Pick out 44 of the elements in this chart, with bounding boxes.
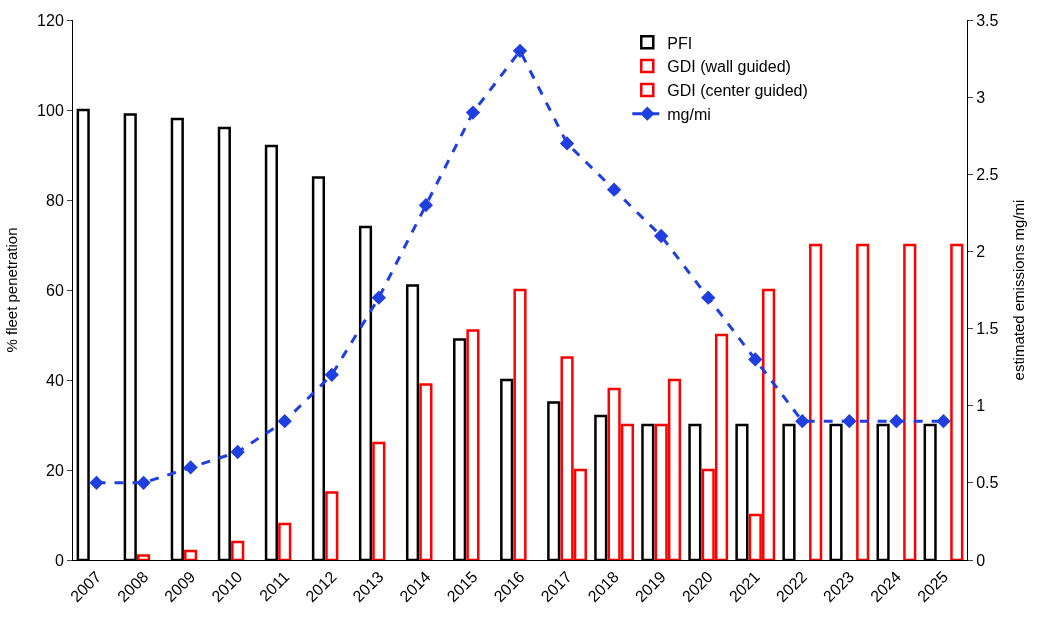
point bbox=[701, 290, 716, 305]
point bbox=[512, 43, 528, 59]
point bbox=[936, 413, 951, 429]
y2-tick-label: 1.5 bbox=[976, 320, 999, 338]
y2-tick-label: 0.5 bbox=[976, 474, 999, 492]
legend-label: mg/mi bbox=[667, 105, 711, 123]
y-tick-label: 20 bbox=[46, 461, 64, 479]
y2-axis-title: estimated emissions mg/mi bbox=[1009, 199, 1027, 381]
point bbox=[89, 475, 104, 491]
point bbox=[371, 290, 386, 305]
point bbox=[277, 413, 292, 429]
y-tick-label: 120 bbox=[37, 11, 64, 29]
point bbox=[654, 228, 669, 244]
y-tick-label: 80 bbox=[46, 191, 64, 209]
y2-tick-label: 2 bbox=[976, 243, 986, 261]
y-tick-label: 100 bbox=[37, 101, 64, 119]
bar bbox=[856, 243, 870, 560]
y2-tick-label: 3.5 bbox=[976, 11, 999, 29]
point bbox=[418, 197, 434, 213]
point bbox=[889, 413, 904, 429]
y-tick-label: 60 bbox=[46, 281, 64, 299]
point bbox=[324, 367, 339, 383]
bar bbox=[950, 243, 964, 560]
y2-tick-label: 1 bbox=[976, 397, 986, 415]
point bbox=[230, 444, 245, 460]
legend-label: GDI (wall guided) bbox=[667, 58, 791, 76]
y2-tick-label: 2.5 bbox=[976, 165, 999, 183]
y-axis-title: % fleet penetration bbox=[3, 227, 21, 353]
point bbox=[748, 352, 763, 367]
point bbox=[559, 136, 575, 151]
legend-label: PFI bbox=[667, 34, 693, 52]
point bbox=[842, 413, 857, 429]
legend-label: GDI (center guided) bbox=[667, 82, 808, 100]
y2-tick-label: 0 bbox=[976, 551, 986, 569]
bar bbox=[903, 243, 917, 560]
y2-tick-label: 3 bbox=[976, 88, 986, 106]
y-tick-label: 0 bbox=[54, 551, 64, 569]
point bbox=[606, 182, 622, 197]
point bbox=[136, 475, 151, 491]
y-tick-label: 40 bbox=[46, 371, 64, 389]
point bbox=[465, 105, 481, 120]
point bbox=[795, 413, 810, 429]
bar bbox=[809, 243, 823, 560]
point bbox=[183, 460, 198, 475]
